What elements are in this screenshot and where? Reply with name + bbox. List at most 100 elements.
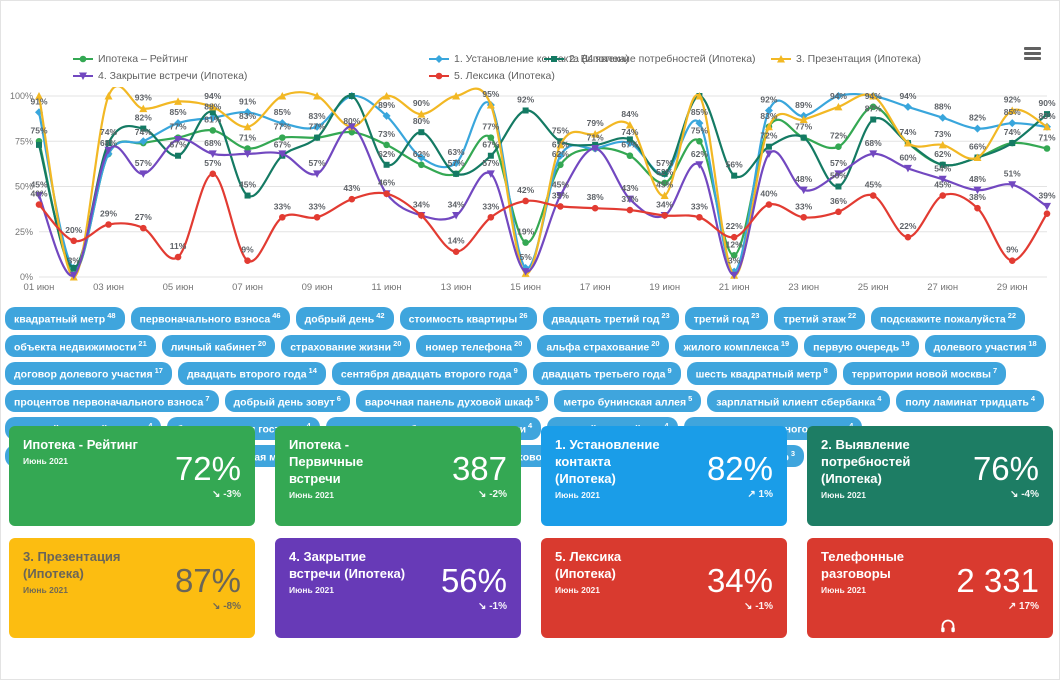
data-point[interactable] [557,203,564,210]
kpi-card[interactable]: 3. Презентация (Ипотека) Июнь 2021 87% ↘ -8… [9,538,255,638]
data-point[interactable] [418,212,425,219]
data-point[interactable] [556,140,565,149]
data-point[interactable] [730,271,739,280]
tag-chip[interactable]: зарплатный клиент сбербанка 4 [707,389,891,412]
data-point[interactable] [1043,210,1051,217]
data-point[interactable] [1009,140,1016,147]
tag-chip[interactable]: номер телефона 20 [416,334,532,357]
data-point[interactable] [730,233,738,241]
data-point[interactable] [278,150,287,158]
tag-chip[interactable]: двадцать третьего года 9 [532,362,681,385]
tag-chip[interactable]: альфа страхование 20 [537,334,669,357]
data-point[interactable] [35,192,43,200]
tag-chip[interactable]: жилого комплекса 19 [674,334,799,357]
data-point[interactable] [800,134,807,141]
data-point[interactable] [557,161,564,169]
tag-chip[interactable]: процентов первоначального взноса 7 [5,389,219,412]
data-point[interactable] [174,119,183,128]
data-point[interactable] [903,139,912,147]
data-point[interactable] [696,213,703,221]
data-point[interactable] [591,144,600,153]
data-point[interactable] [764,150,773,158]
kpi-card[interactable]: Ипотека - Рейтинг Июнь 2021 72% ↘ -3% [9,426,255,526]
legend-item[interactable]: Ипотека – Рейтинг [73,53,188,65]
data-point[interactable] [765,201,773,208]
data-point[interactable] [35,201,43,208]
data-point[interactable] [313,170,322,178]
data-point[interactable] [35,92,43,100]
data-point[interactable] [417,110,426,118]
data-point[interactable] [487,213,495,221]
tag-chip[interactable]: квадратный метр 48 [5,307,125,330]
data-point[interactable] [522,107,529,114]
data-point[interactable] [139,104,148,113]
data-point[interactable] [696,137,703,145]
data-point[interactable] [625,120,634,129]
data-point[interactable] [313,213,321,221]
data-point[interactable] [869,103,877,111]
data-point[interactable] [244,192,251,199]
data-point[interactable] [348,128,356,136]
data-point[interactable] [835,143,842,150]
data-point[interactable] [243,108,252,117]
data-point[interactable] [903,164,912,173]
data-point[interactable] [869,192,877,199]
data-point[interactable] [800,213,807,221]
data-point[interactable] [209,109,216,116]
data-point[interactable] [870,116,877,123]
data-point[interactable] [521,268,530,276]
data-point[interactable] [244,145,251,152]
data-point[interactable] [208,102,217,111]
data-point[interactable] [834,170,843,178]
data-point[interactable] [938,113,947,122]
data-point[interactable] [661,170,668,177]
data-point[interactable] [973,186,982,195]
data-point[interactable] [939,192,947,199]
data-point[interactable] [765,143,772,150]
data-point[interactable] [764,122,773,131]
legend-item[interactable]: 5. Лексика (Ипотека) [429,70,555,82]
data-point[interactable] [383,190,390,198]
tag-chip[interactable]: долевого участия 18 [924,334,1046,357]
data-point[interactable] [105,140,112,147]
tag-chip[interactable]: третий год 23 [684,307,769,330]
data-point[interactable] [695,119,704,128]
data-point[interactable] [453,170,460,177]
tag-chip[interactable]: полу ламинат тридцать 4 [896,389,1045,412]
data-point[interactable] [799,186,808,195]
data-point[interactable] [834,92,843,100]
data-point[interactable] [70,264,77,271]
tag-chip[interactable]: первую очередь 19 [804,334,919,357]
tag-chip[interactable]: страхование жизни 20 [281,334,411,357]
tag-chip[interactable]: варочная панель духовой шкаф 5 [355,389,549,412]
tag-chip[interactable]: метро бунинская аллея 5 [554,389,702,412]
data-point[interactable] [209,127,217,134]
tag-chip[interactable]: добрый день зовут 6 [224,389,350,412]
tag-chip[interactable]: территории новой москвы 7 [842,362,1007,385]
legend-item[interactable]: 4. Закрытие встречи (Ипотека) [73,70,247,82]
data-point[interactable] [1008,181,1017,189]
data-point[interactable] [243,122,252,131]
data-point[interactable] [695,161,704,169]
data-point[interactable] [904,233,912,241]
data-point[interactable] [591,130,600,138]
data-point[interactable] [486,101,495,109]
data-point[interactable] [1008,257,1016,265]
data-point[interactable] [174,253,182,261]
data-point[interactable] [973,124,982,133]
data-point[interactable] [418,129,425,136]
data-point[interactable] [731,172,738,179]
data-point[interactable] [799,115,808,124]
data-point[interactable] [313,92,322,100]
tag-chip[interactable]: первоначального взноса 46 [130,307,290,330]
tag-chip[interactable]: сентября двадцать второго года 9 [331,362,527,385]
data-point[interactable] [487,134,495,141]
data-point[interactable] [626,136,633,143]
kpi-card[interactable]: Ипотека - Первичные встречи Июнь 2021 387 ↘… [275,426,521,526]
tag-chip[interactable]: стоимость квартиры 26 [399,307,537,330]
kpi-card[interactable]: 1. Установление контакта (Ипотека) Июнь 2… [541,426,787,526]
data-point[interactable] [869,150,878,158]
data-point[interactable] [1043,202,1051,211]
data-point[interactable] [279,213,286,221]
data-point[interactable] [347,123,356,131]
